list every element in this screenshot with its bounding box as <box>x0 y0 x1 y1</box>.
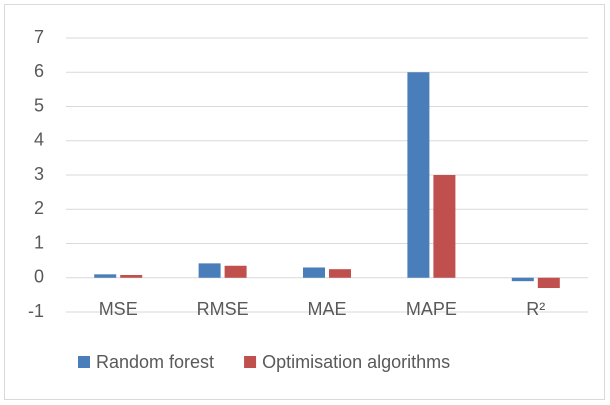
y-tick-label: -1 <box>28 301 44 321</box>
x-tick-label: MSE <box>99 299 138 319</box>
bar <box>198 263 221 278</box>
y-tick-label: 5 <box>34 95 44 115</box>
legend-swatch <box>78 356 90 368</box>
x-tick-label: R² <box>526 299 545 319</box>
x-tick-label: MAPE <box>406 299 457 319</box>
legend-label: Optimisation algorithms <box>262 352 450 372</box>
bar <box>537 277 560 289</box>
y-tick-label: 4 <box>34 130 44 150</box>
y-tick-label: 7 <box>34 27 44 47</box>
bar <box>120 275 143 278</box>
bar <box>329 269 351 278</box>
bar <box>511 277 534 282</box>
legend-swatch <box>244 356 257 368</box>
bar <box>224 265 247 278</box>
chart-frame <box>4 4 605 400</box>
bar <box>303 267 325 278</box>
y-tick-label: 1 <box>34 232 44 252</box>
y-tick-label: 2 <box>34 198 44 218</box>
bar <box>433 175 456 278</box>
y-tick-label: 6 <box>34 61 44 81</box>
y-tick-label: 3 <box>34 164 44 184</box>
bar <box>94 274 117 278</box>
bar <box>407 72 430 278</box>
x-tick-label: MAE <box>307 299 346 319</box>
x-tick-label: RMSE <box>197 299 249 319</box>
legend-label: Random forest <box>96 352 214 372</box>
y-tick-label: 0 <box>34 267 44 287</box>
